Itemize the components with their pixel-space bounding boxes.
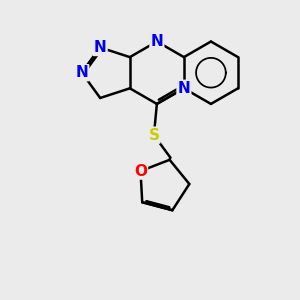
Text: O: O [134, 164, 147, 178]
Text: S: S [148, 128, 159, 142]
Text: N: N [151, 34, 163, 49]
Text: N: N [94, 40, 106, 55]
Text: N: N [75, 65, 88, 80]
Text: N: N [178, 81, 190, 96]
